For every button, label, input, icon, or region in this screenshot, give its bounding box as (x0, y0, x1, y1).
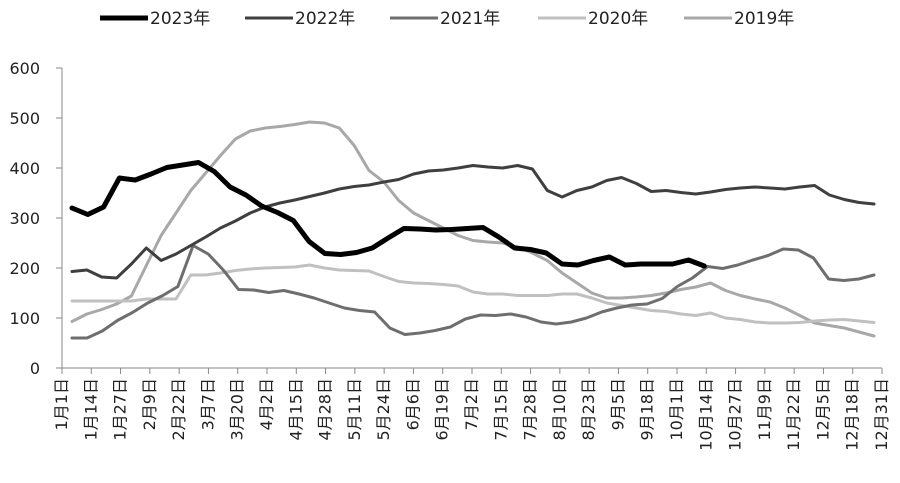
y-tick-label: 100 (9, 309, 40, 328)
x-tick-label: 1月27日 (111, 378, 130, 441)
x-tick-label: 7月15日 (491, 378, 510, 441)
x-tick-label: 4月2日 (257, 378, 276, 430)
legend-label: 2023年 (150, 9, 210, 29)
series-line-2020年 (70, 263, 876, 325)
x-tick-label: 9月18日 (638, 378, 657, 441)
y-tick-label: 400 (9, 159, 40, 178)
series-line-2023年 (69, 160, 707, 269)
x-tick-label: 2月22日 (169, 378, 188, 441)
x-tick-label: 10月14日 (696, 378, 715, 451)
x-tick-label: 11月22日 (784, 378, 803, 451)
x-tick-label: 1月14日 (81, 378, 100, 441)
legend-item: 2021年 (390, 9, 500, 29)
x-tick-label: 10月27日 (726, 378, 745, 451)
x-tick-label: 3月20日 (228, 378, 247, 441)
x-tick-label: 1月1日 (52, 378, 71, 430)
x-tick-label: 12月31日 (872, 378, 891, 451)
y-tick-label: 300 (9, 209, 40, 228)
x-tick-label: 5月11日 (345, 378, 364, 441)
x-tick-label: 6月19日 (433, 378, 452, 441)
series-layer (69, 120, 876, 340)
x-tick-label: 7月2日 (462, 378, 481, 430)
y-tick-label: 200 (9, 259, 40, 278)
x-axis: 1月1日 1月14日 1月27日 2月9日 2月22日 3月7日 3月20日 4月2日 4月15… (52, 367, 891, 451)
series-line-2019年 (70, 120, 876, 338)
x-tick-label: 11月9日 (755, 378, 774, 441)
legend-label: 2020年 (588, 9, 648, 29)
x-tick-label: 3月7日 (198, 378, 217, 430)
legend-item: 2023年 (100, 9, 210, 29)
x-tick-label: 7月28日 (521, 378, 540, 441)
x-tick-label: 10月1日 (667, 378, 686, 441)
y-axis: 0 100 200 300 400 500 600 (9, 59, 63, 378)
series-line-2021年 (70, 244, 876, 340)
series-line-2022年 (70, 164, 876, 280)
legend-label: 2021年 (440, 9, 500, 29)
x-tick-label: 6月6日 (403, 378, 422, 430)
x-tick-label: 4月15日 (286, 378, 305, 441)
legend: 2023年 2022年 2021年 2020年 2019年 (100, 9, 794, 29)
x-tick-label: 9月5日 (608, 378, 627, 430)
x-tick-label: 12月5日 (813, 378, 832, 441)
legend-label: 2019年 (734, 9, 794, 29)
legend-label: 2022年 (295, 9, 355, 29)
legend-item: 2020年 (538, 9, 648, 29)
x-tick-label: 2月9日 (140, 378, 159, 430)
legend-item: 2019年 (684, 9, 794, 29)
x-tick-label: 4月28日 (316, 378, 335, 441)
x-tick-label: 12月18日 (843, 378, 862, 451)
x-tick-label: 5月24日 (374, 378, 393, 441)
y-tick-label: 600 (9, 59, 40, 78)
y-tick-label: 500 (9, 109, 40, 128)
legend-item: 2022年 (245, 9, 355, 29)
y-tick-label: 0 (30, 359, 40, 378)
x-tick-label: 8月10日 (550, 378, 569, 441)
x-tick-label: 8月23日 (579, 378, 598, 441)
